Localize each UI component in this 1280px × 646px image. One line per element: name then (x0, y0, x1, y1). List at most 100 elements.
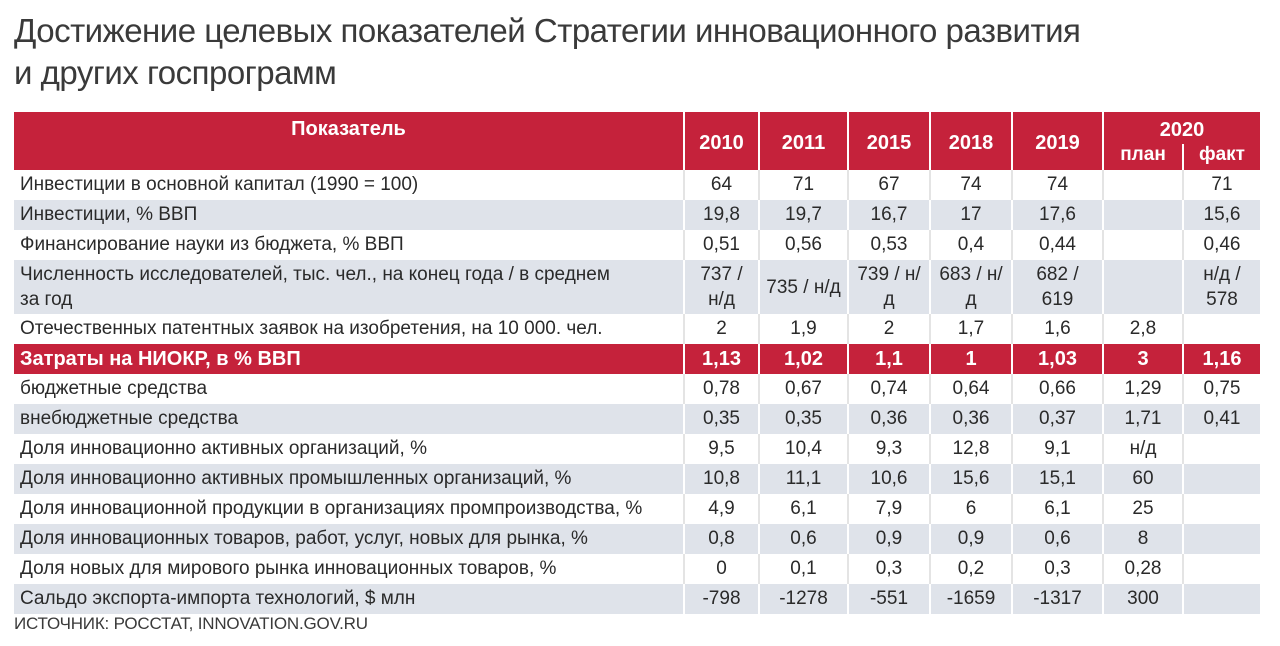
page-title: Достижение целевых показателей Стратегии… (14, 10, 1081, 94)
cell-2018: -1659 (930, 584, 1013, 614)
row-indicator-name: Финансирование науки из бюджета, % ВВП (14, 230, 685, 260)
table-row: Сальдо экспорта-импорта технологий, $ мл… (14, 584, 1260, 614)
cell-2018: 683 / н/д (930, 260, 1013, 314)
cell-2010: 2 (684, 314, 760, 344)
cell-2020-plan (1103, 200, 1184, 230)
cell-2011: 0,56 (759, 230, 849, 260)
row-indicator-name: Доля новых для мирового рынка инновацион… (14, 554, 685, 584)
cell-2015: 739 / н/д (848, 260, 931, 314)
table-row: Финансирование науки из бюджета, % ВВП 0,… (14, 230, 1260, 260)
cell-2019: 0,37 (1012, 404, 1104, 434)
table-row: Отечественных патентных заявок на изобре… (14, 314, 1260, 344)
header-indicator: Показатель (14, 112, 685, 170)
cell-2011: 1,02 (759, 344, 849, 374)
cell-2018: 0,4 (930, 230, 1013, 260)
title-line-2: и других госпрограмм (14, 54, 337, 91)
cell-2019: 74 (1012, 170, 1104, 200)
cell-2011: 71 (759, 170, 849, 200)
row-indicator-name: Сальдо экспорта-импорта технологий, $ мл… (14, 584, 685, 614)
table-row: Доля инновационно активных организаций, … (14, 434, 1260, 464)
cell-2011: 10,4 (759, 434, 849, 464)
table-row: Затраты на НИОКР, в % ВВП 1,13 1,02 1,1 1 1,0… (14, 344, 1260, 374)
cell-2019: 0,3 (1012, 554, 1104, 584)
table-body: Инвестиции в основной капитал (1990 = 10… (14, 170, 1260, 614)
row-indicator-name: Доля инновационно активных организаций, … (14, 434, 685, 464)
cell-2020-plan: 1,71 (1103, 404, 1184, 434)
cell-2020-plan: 60 (1103, 464, 1184, 494)
cell-2018: 0,9 (930, 524, 1013, 554)
cell-2020-fact: 0,41 (1183, 404, 1260, 434)
cell-2019: -1317 (1012, 584, 1104, 614)
cell-2010: 9,5 (684, 434, 760, 464)
cell-2020-plan: 8 (1103, 524, 1184, 554)
row-indicator-name: бюджетные средства (14, 374, 685, 404)
cell-2010: 1,13 (684, 344, 760, 374)
cell-2020-fact (1183, 554, 1260, 584)
cell-2019: 17,6 (1012, 200, 1104, 230)
cell-2011: 6,1 (759, 494, 849, 524)
cell-2011: 11,1 (759, 464, 849, 494)
header-year-2015: 2015 (848, 112, 931, 170)
cell-2020-plan (1103, 170, 1184, 200)
cell-2020-fact: 71 (1183, 170, 1260, 200)
cell-2011: 0,67 (759, 374, 849, 404)
cell-2020-fact: 1,16 (1183, 344, 1260, 374)
cell-2010: 0,8 (684, 524, 760, 554)
cell-2015: 10,6 (848, 464, 931, 494)
table-row: Доля инновационной продукции в организац… (14, 494, 1260, 524)
cell-2020-plan (1103, 230, 1184, 260)
cell-2018: 12,8 (930, 434, 1013, 464)
cell-2011: 0,1 (759, 554, 849, 584)
cell-2020-plan: н/д (1103, 434, 1184, 464)
header-year-2019: 2019 (1012, 112, 1104, 170)
row-indicator-name: Доля инновационной продукции в организац… (14, 494, 685, 524)
cell-2015: -551 (848, 584, 931, 614)
cell-2020-fact: 0,46 (1183, 230, 1260, 260)
cell-2020-fact (1183, 314, 1260, 344)
cell-2018: 17 (930, 200, 1013, 230)
cell-2015: 0,74 (848, 374, 931, 404)
row-indicator-name: Отечественных патентных заявок на изобре… (14, 314, 685, 344)
cell-2015: 0,53 (848, 230, 931, 260)
cell-2010: 0 (684, 554, 760, 584)
header-year-2018: 2018 (930, 112, 1013, 170)
cell-2010: 737 / н/д (684, 260, 760, 314)
cell-2011: 735 / н/д (759, 260, 849, 314)
source-note: ИСТОЧНИК: РОССТАТ, INNOVATION.GOV.RU (14, 614, 368, 633)
cell-2020-plan: 25 (1103, 494, 1184, 524)
cell-2010: 10,8 (684, 464, 760, 494)
cell-2020-plan (1103, 260, 1184, 314)
header-year-2020: 2020 (1103, 112, 1260, 144)
cell-2020-plan: 300 (1103, 584, 1184, 614)
header-year-2010: 2010 (684, 112, 760, 170)
cell-2011: 0,6 (759, 524, 849, 554)
cell-2010: -798 (684, 584, 760, 614)
cell-2019: 0,6 (1012, 524, 1104, 554)
row-indicator-name: внебюджетные средства (14, 404, 685, 434)
cell-2020-fact (1183, 494, 1260, 524)
cell-2020-plan: 0,28 (1103, 554, 1184, 584)
cell-2015: 2 (848, 314, 931, 344)
row-indicator-name: Численность исследователей, тыс. чел., н… (14, 260, 685, 314)
table-row: Доля инновационных товаров, работ, услуг… (14, 524, 1260, 554)
row-indicator-name: Инвестиции в основной капитал (1990 = 10… (14, 170, 685, 200)
cell-2020-plan: 1,29 (1103, 374, 1184, 404)
cell-2019: 1,03 (1012, 344, 1104, 374)
indicators-table: Показатель 2010 2011 2015 2018 2019 2020… (14, 112, 1260, 614)
cell-2019: 6,1 (1012, 494, 1104, 524)
cell-2020-fact (1183, 464, 1260, 494)
cell-2020-fact (1183, 434, 1260, 464)
table-row: бюджетные средства 0,78 0,67 0,74 0,64 0,66 1,… (14, 374, 1260, 404)
cell-2011: 0,35 (759, 404, 849, 434)
cell-2018: 0,2 (930, 554, 1013, 584)
cell-2019: 9,1 (1012, 434, 1104, 464)
cell-2020-fact (1183, 524, 1260, 554)
row-indicator-name: Затраты на НИОКР, в % ВВП (14, 344, 685, 374)
cell-2018: 1 (930, 344, 1013, 374)
cell-2020-fact: 15,6 (1183, 200, 1260, 230)
row-indicator-name: Доля инновационных товаров, работ, услуг… (14, 524, 685, 554)
cell-2020-plan: 2,8 (1103, 314, 1184, 344)
cell-2010: 0,78 (684, 374, 760, 404)
table-row: Доля новых для мирового рынка инновацион… (14, 554, 1260, 584)
cell-2018: 6 (930, 494, 1013, 524)
